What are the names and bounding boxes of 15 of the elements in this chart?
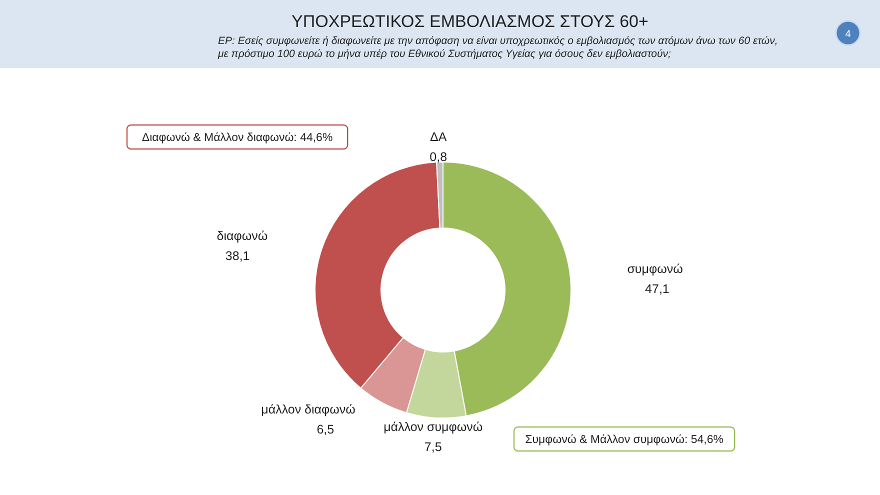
- data-label: 38,1: [225, 248, 250, 263]
- data-label: 6,5: [316, 422, 334, 437]
- text: Διαφωνώ & Μάλλον διαφωνώ: 44,6%: [142, 132, 333, 144]
- chart-title: ΥΠΟΧΡΕΩΤΙΚΟΣ ΕΜΒΟΛΙΑΣΜΟΣ ΣΤΟΥΣ 60+: [292, 12, 649, 31]
- slice-label: ΔΑ: [430, 130, 448, 144]
- text: 4: [845, 29, 852, 40]
- slice-label: μάλλον συμφωνώ: [384, 420, 483, 434]
- data-label: 0,8: [430, 150, 448, 164]
- slice-label: μάλλον διαφωνώ: [261, 402, 356, 417]
- data-label: 7,5: [424, 440, 442, 454]
- slice-label: συμφωνώ: [627, 262, 684, 276]
- chart-subtitle: ΕΡ: Εσείς συμφωνείτε ή διαφωνείτε με την απόφαση να είναι υποχρεωτικός ο εμβολιασμός των ατόμων άνω των 60 ετών, με πρόστιμο 100 ευρώ το μήνα υπέρ του Εθνικού Συστήματος Υγείας για όσους δεν εμβολιαστούν;: [217, 35, 778, 60]
- slice-label: διαφωνώ: [216, 228, 268, 243]
- text: Συμφωνώ & Μάλλον συμφωνώ: 54,6%: [525, 434, 724, 446]
- data-label: 47,1: [645, 282, 670, 296]
